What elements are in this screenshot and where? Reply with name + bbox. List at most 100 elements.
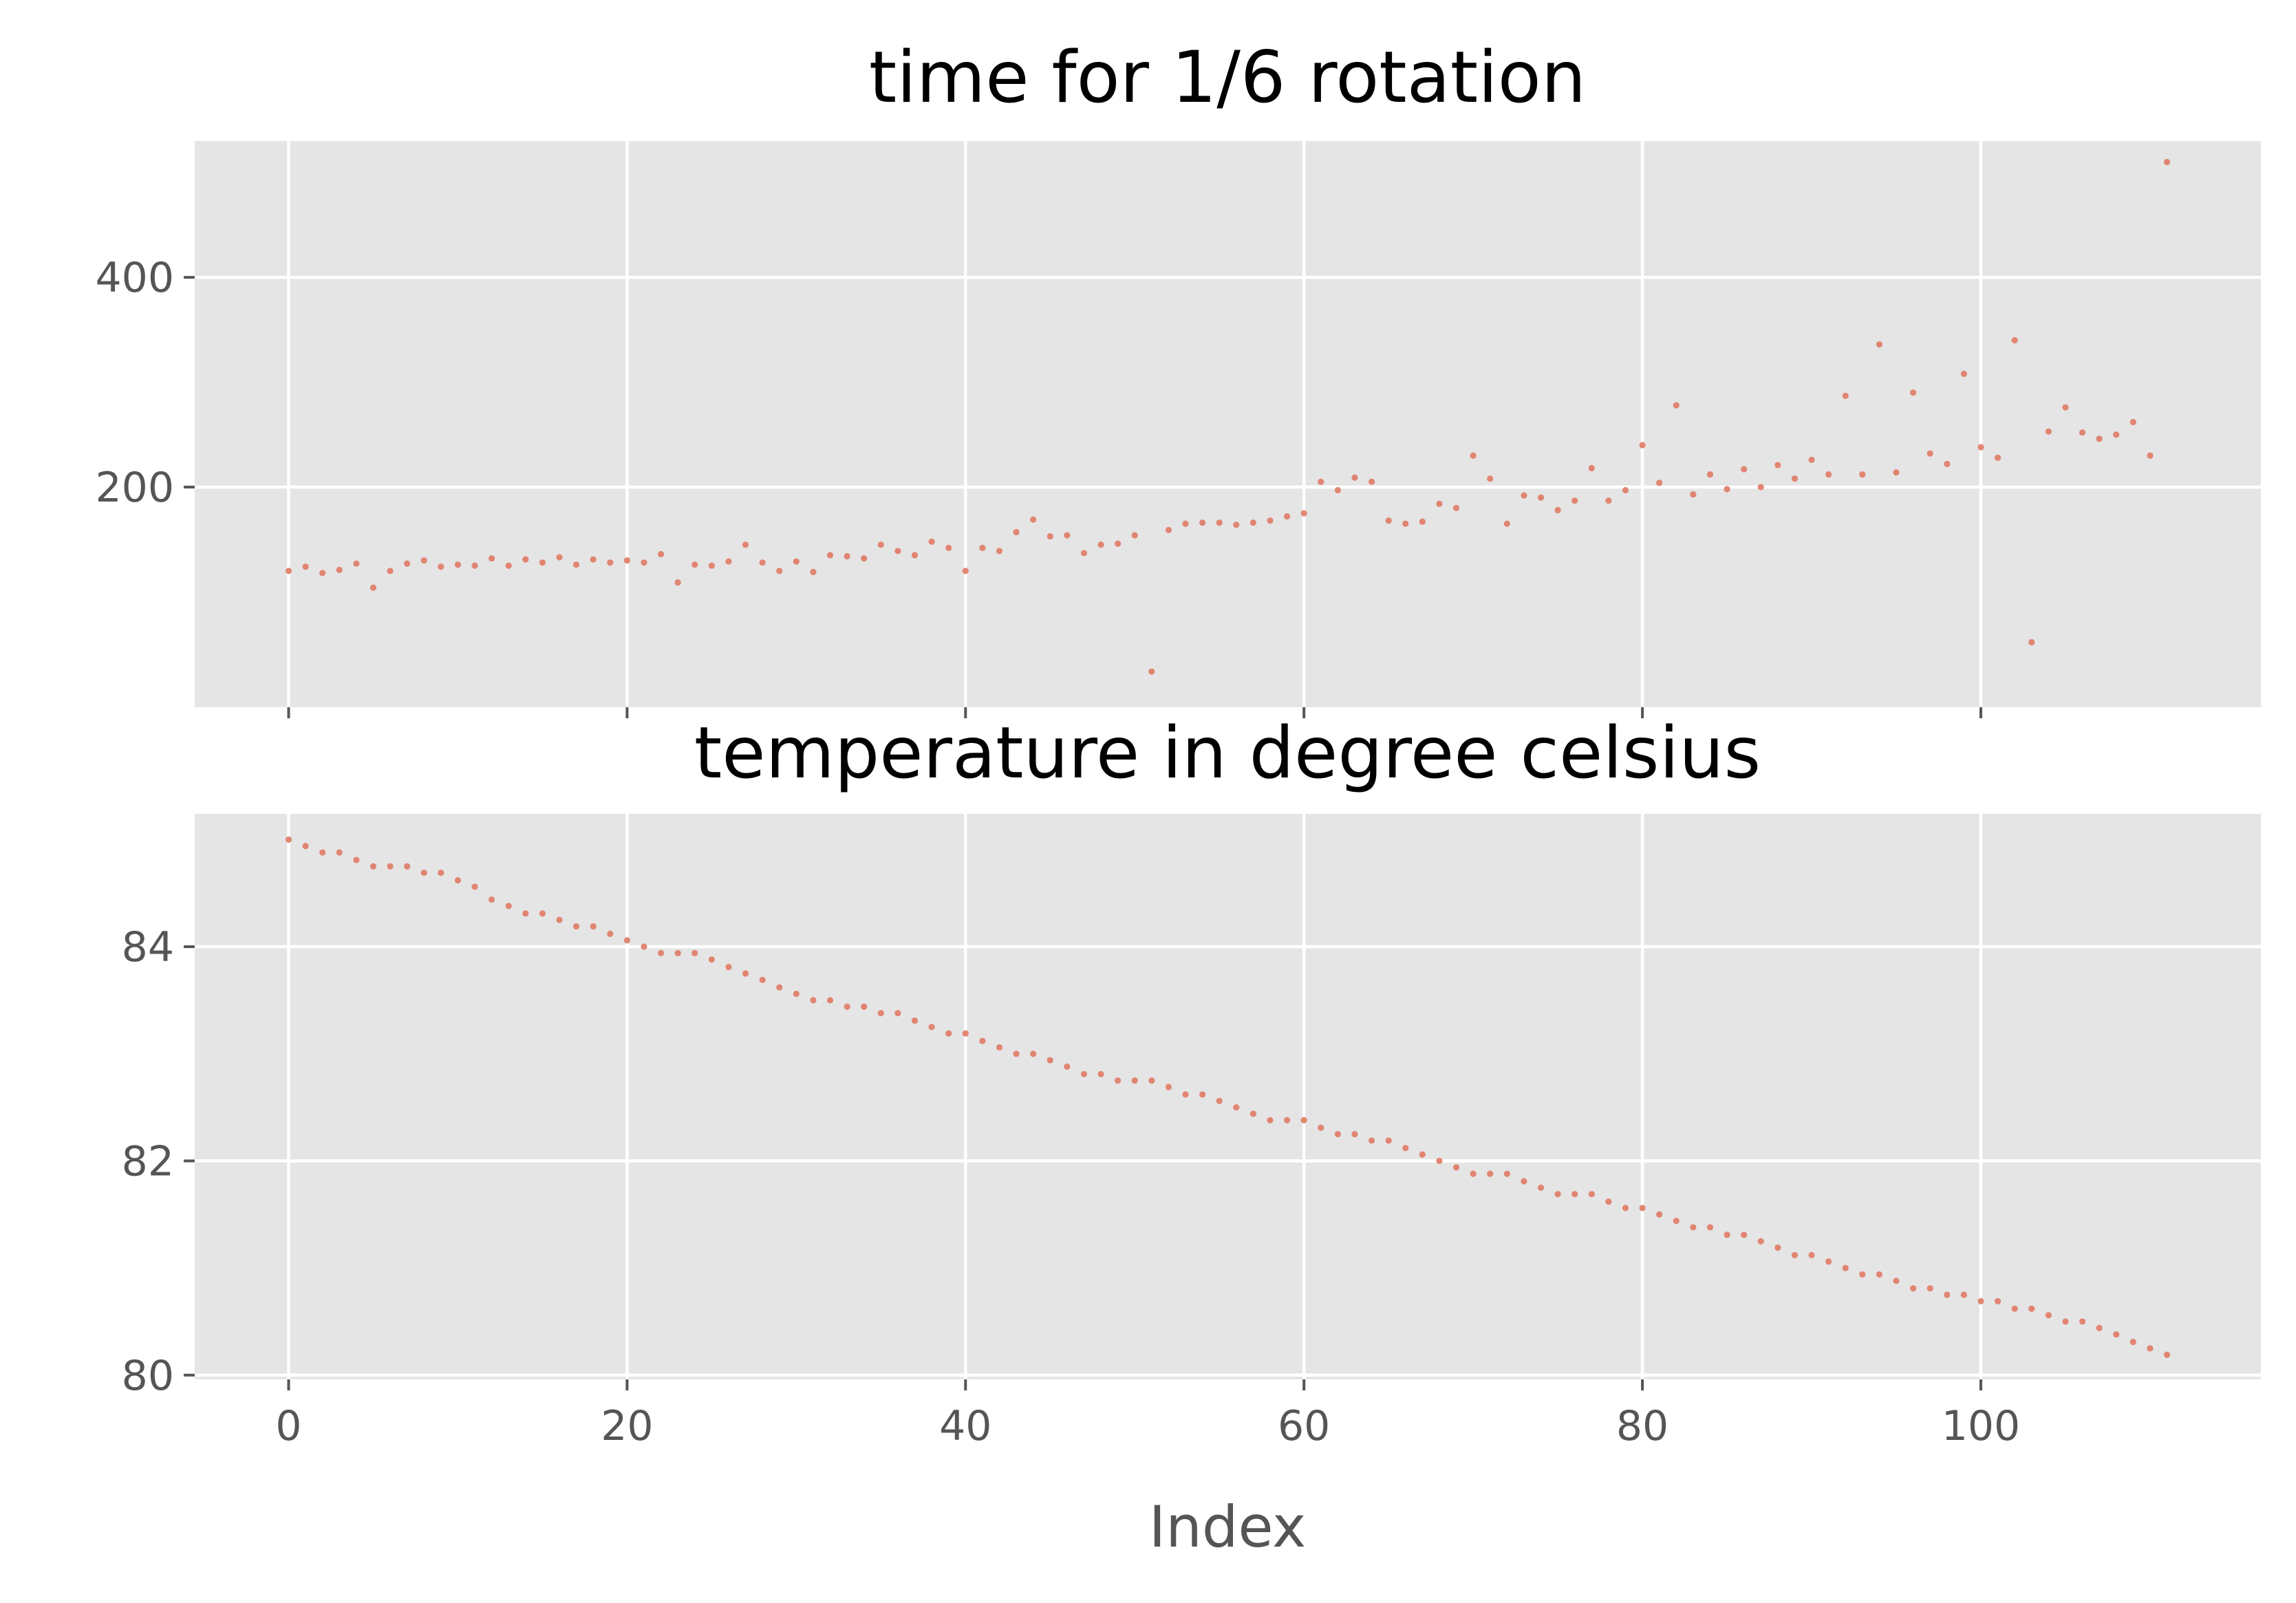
bottom-data-point (1774, 1244, 1781, 1251)
top-data-point (1030, 516, 1037, 523)
top-data-point (404, 560, 411, 567)
bottom-data-point (725, 964, 732, 971)
bottom-data-point (1216, 1097, 1223, 1104)
bottom-data-point (404, 863, 411, 870)
top-data-point (1115, 540, 1122, 547)
top-data-point (454, 561, 462, 568)
bottom-data-point (1402, 1145, 1409, 1152)
bottom-data-point (2147, 1345, 2154, 1352)
top-data-point (1216, 519, 1223, 526)
top-data-point (1706, 471, 1714, 478)
top-data-point (302, 563, 309, 570)
top-data-point (590, 556, 597, 563)
top-data-point (387, 568, 394, 574)
bottom-data-point (302, 843, 309, 850)
top-data-point (1131, 532, 1138, 539)
bottom-data-point (623, 937, 630, 944)
top-data-point (2045, 428, 2052, 435)
bottom-data-point (826, 997, 834, 1004)
top-data-point (1554, 506, 1561, 514)
bottom-data-point (2079, 1318, 2086, 1325)
bottom-data-point (1757, 1238, 1764, 1245)
top-data-point (285, 568, 292, 574)
bottom-data-point (573, 923, 580, 930)
bottom-data-point (1859, 1271, 1866, 1278)
top-data-point (607, 559, 614, 566)
top-data-point (742, 541, 749, 548)
top-data-point (1960, 370, 1967, 377)
bottom-x-tick-label: 40 (939, 1402, 991, 1450)
bottom-data-point (1283, 1117, 1291, 1123)
top-data-point (674, 579, 681, 586)
bottom-data-point (2062, 1318, 2069, 1325)
bottom-plot-area (195, 814, 2261, 1379)
top-data-point (1791, 475, 1799, 482)
bottom-data-point (1639, 1205, 1646, 1212)
top-data-point (1909, 389, 1917, 396)
bottom-data-point (1334, 1130, 1341, 1138)
bottom-data-point (2163, 1351, 2171, 1358)
bottom-data-point (1351, 1130, 1358, 1138)
bottom-data-point (928, 1024, 935, 1031)
bottom-data-point (505, 903, 512, 910)
bottom-data-point (336, 849, 343, 856)
bottom-data-point (607, 930, 614, 937)
bottom-data-point (1656, 1211, 1663, 1218)
top-gridlines (195, 141, 2261, 707)
top-data-point (911, 552, 919, 559)
bottom-data-point (894, 1009, 901, 1017)
top-data-point (2163, 158, 2171, 166)
bottom-data-point (387, 863, 394, 870)
top-data-point (1419, 518, 1426, 525)
top-data-point (369, 584, 377, 591)
top-data-point (1047, 532, 1053, 540)
bottom-data-point (1080, 1071, 1088, 1077)
bottom-data-point (1452, 1164, 1460, 1171)
top-data-point (1944, 460, 1951, 468)
bottom-data-point (489, 896, 495, 903)
top-data-point (657, 550, 665, 558)
bottom-data-point (1199, 1091, 1206, 1098)
bottom-data-point (861, 1003, 868, 1010)
bottom-data-point (454, 876, 462, 884)
bottom-data-point (962, 1030, 969, 1037)
bottom-data-point (657, 949, 665, 956)
top-data-point (1724, 486, 1730, 493)
top-data-point (1487, 475, 1494, 482)
top-data-point (708, 562, 715, 569)
bottom-data-point (1030, 1051, 1037, 1057)
top-data-point (1656, 480, 1663, 486)
bottom-data-point (1588, 1191, 1595, 1198)
top-data-point (725, 558, 732, 565)
bottom-data-point (1537, 1184, 1545, 1191)
bottom-data-point (369, 863, 377, 870)
bottom-data-point (1605, 1198, 1612, 1205)
top-data-point (573, 561, 580, 568)
top-data-point (1774, 462, 1781, 469)
bottom-data-point (1318, 1124, 1324, 1131)
top-chart-title: time for 1/6 rotation (869, 36, 1586, 119)
bottom-data-point (2011, 1305, 2018, 1312)
bottom-x-tick-label: 20 (601, 1402, 653, 1450)
top-data-point (539, 559, 546, 566)
top-data-point (1318, 478, 1324, 485)
bottom-data-point (1673, 1217, 1680, 1225)
bottom-data-point (1249, 1110, 1256, 1117)
bottom-data-point (1470, 1170, 1477, 1177)
top-data-point (1842, 392, 1849, 399)
top-data-point (1385, 517, 1392, 524)
top-data-point (1267, 517, 1274, 524)
bottom-data-point (353, 857, 360, 863)
bottom-data-point (674, 949, 681, 956)
bottom-data-point (911, 1017, 919, 1024)
top-data-point (1470, 452, 1477, 459)
top-data-point (2011, 336, 2018, 344)
top-data-point (1334, 486, 1341, 494)
top-data-point (1588, 464, 1595, 472)
top-data-point (826, 552, 834, 559)
bottom-data-point (1741, 1231, 1748, 1238)
bottom-data-point (1064, 1063, 1071, 1071)
bottom-data-point (2096, 1324, 2103, 1331)
bottom-data-point (1148, 1077, 1155, 1084)
top-data-point (1097, 541, 1104, 548)
